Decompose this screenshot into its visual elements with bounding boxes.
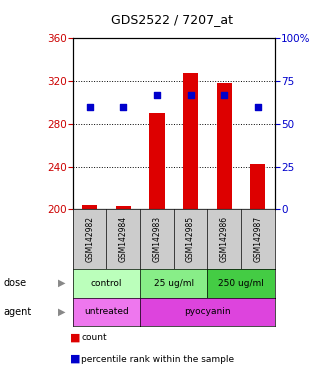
Text: pyocyanin: pyocyanin [184,308,231,316]
Text: GSM142984: GSM142984 [119,216,128,262]
Point [221,92,227,98]
Bar [149,113,165,209]
Text: GSM142982: GSM142982 [85,216,94,262]
Text: ▶: ▶ [58,278,66,288]
Text: GSM142985: GSM142985 [186,216,195,262]
Text: 250 ug/ml: 250 ug/ml [218,279,264,288]
Point [188,92,193,98]
Text: count: count [81,333,107,343]
Point [87,104,92,110]
Text: ■: ■ [70,354,80,364]
Bar [250,164,265,209]
Bar [116,206,131,209]
Bar [217,83,232,209]
Text: GDS2522 / 7207_at: GDS2522 / 7207_at [111,13,233,26]
Text: ▶: ▶ [58,307,66,317]
Text: 25 ug/ml: 25 ug/ml [154,279,194,288]
Text: dose: dose [3,278,26,288]
Bar [183,73,198,209]
Text: untreated: untreated [84,308,129,316]
Point [255,104,260,110]
Text: percentile rank within the sample: percentile rank within the sample [81,354,234,364]
Text: ■: ■ [70,333,80,343]
Text: control: control [91,279,122,288]
Bar [82,205,97,209]
Text: GSM142987: GSM142987 [254,216,262,262]
Point [120,104,126,110]
Point [154,92,160,98]
Text: GSM142986: GSM142986 [220,216,229,262]
Text: agent: agent [3,307,31,317]
Text: GSM142983: GSM142983 [153,216,162,262]
